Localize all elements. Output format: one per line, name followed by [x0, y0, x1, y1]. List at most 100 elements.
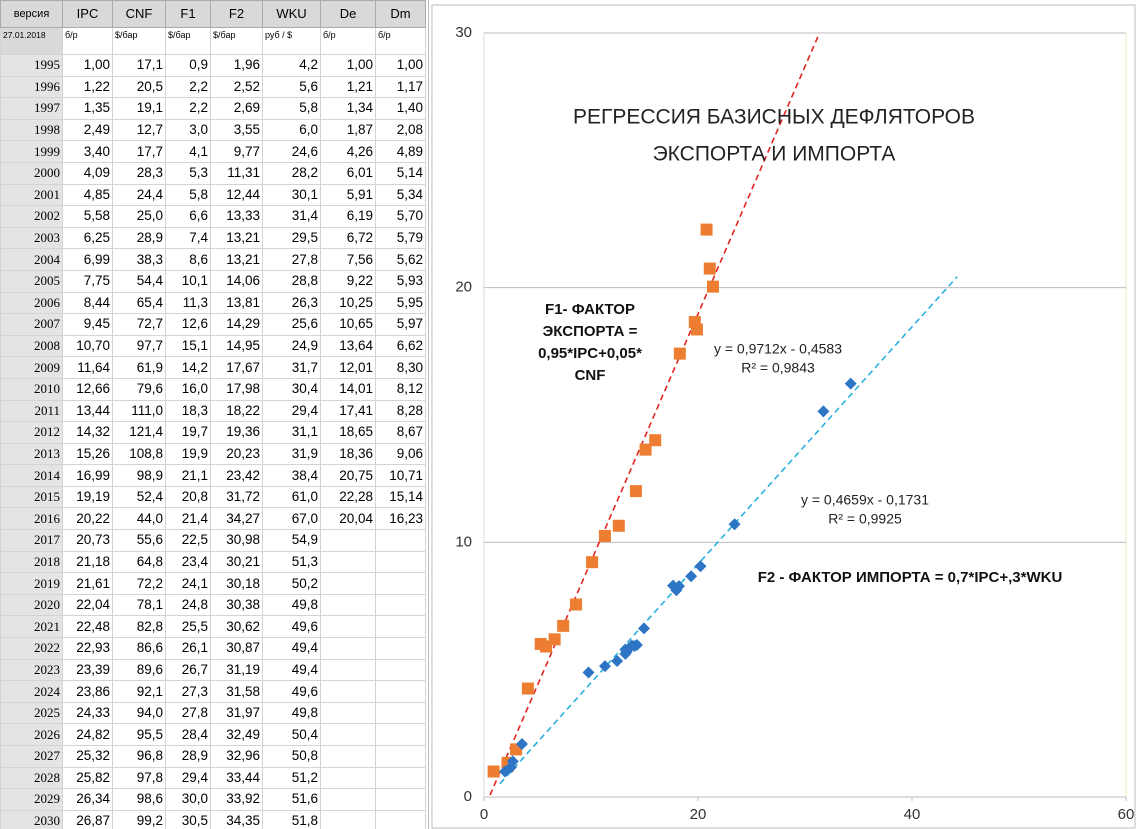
table-row: 2010 12,66 79,6 16,0 17,98 30,4 14,01 8,12 [0, 377, 426, 401]
cell: 2,52 [210, 75, 263, 99]
chart-title: ЭКСПОРТА И ИМПОРТА [653, 143, 896, 166]
table-row: 1997 1,35 19,1 2,2 2,69 5,8 1,34 1,40 [0, 97, 426, 120]
table-row: 1999 3,40 17,7 4,1 9,77 24,6 4,26 4,89 [0, 140, 426, 163]
table-row: 2016 20,22 44,0 21,4 34,27 67,0 20,04 16,23 [0, 507, 426, 531]
cell: 51,6 [262, 788, 321, 811]
cell: 30,18 [210, 572, 263, 595]
cell: 12,66 [62, 377, 113, 401]
table-row: 2030 26,87 99,2 30,5 34,35 51,8 [0, 809, 426, 829]
annotation: ЭКСПОРТА = [543, 323, 638, 340]
cell: 12,7 [112, 118, 166, 142]
cell: 22,93 [62, 637, 113, 660]
cell: 27,8 [165, 701, 211, 725]
cell: 4,2 [262, 54, 321, 77]
cell: 2006 [0, 291, 63, 315]
cell: 11,3 [165, 291, 211, 315]
cell: 2002 [0, 205, 63, 228]
cell: 1999 [0, 140, 63, 163]
cell: 15,14 [375, 485, 426, 509]
cell: 2029 [0, 788, 63, 811]
cell: 0,9 [165, 54, 211, 77]
cell: 14,32 [62, 421, 113, 444]
cell: 1998 [0, 118, 63, 142]
cell: 2,2 [165, 75, 211, 99]
cell: 1,00 [320, 54, 376, 77]
cell: 2017 [0, 529, 63, 552]
cell: 2,08 [375, 118, 426, 142]
cell: 29,5 [262, 226, 321, 250]
cell: 50,8 [262, 745, 321, 768]
cell: 18,65 [320, 421, 376, 444]
x-tick-label: 40 [904, 806, 921, 823]
cell: 2,49 [62, 118, 113, 142]
point [672, 580, 685, 593]
cell: 2014 [0, 464, 63, 487]
trendline [499, 276, 958, 785]
cell: 2005 [0, 269, 63, 293]
point [685, 570, 698, 583]
cell: б/р [320, 27, 376, 55]
point [557, 619, 570, 632]
cell: б/р [375, 27, 426, 55]
cell: 5,6 [262, 75, 321, 99]
point [649, 434, 662, 447]
cell: 26,87 [62, 809, 113, 829]
cell: версия [0, 0, 63, 28]
cell: F2 [210, 0, 263, 28]
cell: 64,8 [112, 550, 166, 574]
cell: 7,75 [62, 269, 113, 293]
cell: 3,40 [62, 140, 113, 163]
cell: 61,0 [262, 485, 321, 509]
cell: 2011 [0, 399, 63, 423]
cell: 30,98 [210, 529, 263, 552]
point [844, 377, 857, 390]
table-row: 2022 22,93 86,6 26,1 30,87 49,4 [0, 637, 426, 660]
cell: 11,31 [210, 161, 263, 185]
cell: IPC [62, 0, 113, 28]
table-row: 2005 7,75 54,4 10,1 14,06 28,8 9,22 5,93 [0, 269, 426, 293]
table-row: 1996 1,22 20,5 2,2 2,52 5,6 1,21 1,17 [0, 75, 426, 99]
trendline-equation: R² = 0,9925 [828, 511, 902, 527]
point [690, 323, 703, 336]
cell: 38,4 [262, 464, 321, 487]
cell: 108,8 [112, 442, 166, 466]
table-row: 27.01.2018 б/р $/бар $/бар $/бар руб / $ б/р б/… [0, 27, 426, 55]
cell: 5,14 [375, 161, 426, 185]
spreadsheet: версия IPC CNF F1 F2 WKU De Dm 27.01.2018 б/р $/ба… [0, 0, 429, 829]
cell: 2016 [0, 507, 63, 531]
table-row: 2009 11,64 61,9 14,2 17,67 31,7 12,01 8,30 [0, 356, 426, 379]
cell: 8,6 [165, 248, 211, 271]
cell: 6,6 [165, 205, 211, 228]
table-row: 2003 6,25 28,9 7,4 13,21 29,5 6,72 5,79 [0, 226, 426, 250]
cell: 25,6 [262, 313, 321, 336]
cell: 65,4 [112, 291, 166, 315]
point [487, 765, 500, 778]
x-tick-label: 20 [690, 806, 707, 823]
cell: 5,34 [375, 183, 426, 207]
annotation: CNF [575, 367, 606, 384]
cell: 5,91 [320, 183, 376, 207]
cell: 20,73 [62, 529, 113, 552]
cell: 32,49 [210, 723, 263, 746]
table-row: версия IPC CNF F1 F2 WKU De Dm [0, 0, 426, 28]
table-row: 2012 14,32 121,4 19,7 19,36 31,1 18,65 8,67 [0, 421, 426, 444]
point [612, 519, 625, 532]
cell: 2020 [0, 593, 63, 617]
table-row: 2011 13,44 111,0 18,3 18,22 29,4 17,41 8,28 [0, 399, 426, 423]
cell: 2003 [0, 226, 63, 250]
cell: 51,8 [262, 809, 321, 829]
cell: 61,9 [112, 356, 166, 379]
cell: 67,0 [262, 507, 321, 531]
cell: 33,92 [210, 788, 263, 811]
cell: 8,28 [375, 399, 426, 423]
y-tick-label: 20 [455, 279, 472, 296]
cell: 2028 [0, 766, 63, 790]
data-table: версия IPC CNF F1 F2 WKU De Dm 27.01.2018 б/р $/ба… [0, 0, 426, 829]
chart-title: РЕГРЕССИЯ БАЗИСНЫХ ДЕФЛЯТОРОВ [573, 106, 975, 129]
cell: 18,3 [165, 399, 211, 423]
cell: 14,2 [165, 356, 211, 379]
table-row: 2026 24,82 95,5 28,4 32,49 50,4 [0, 723, 426, 746]
cell: 19,9 [165, 442, 211, 466]
x-tick-label: 0 [480, 806, 488, 823]
